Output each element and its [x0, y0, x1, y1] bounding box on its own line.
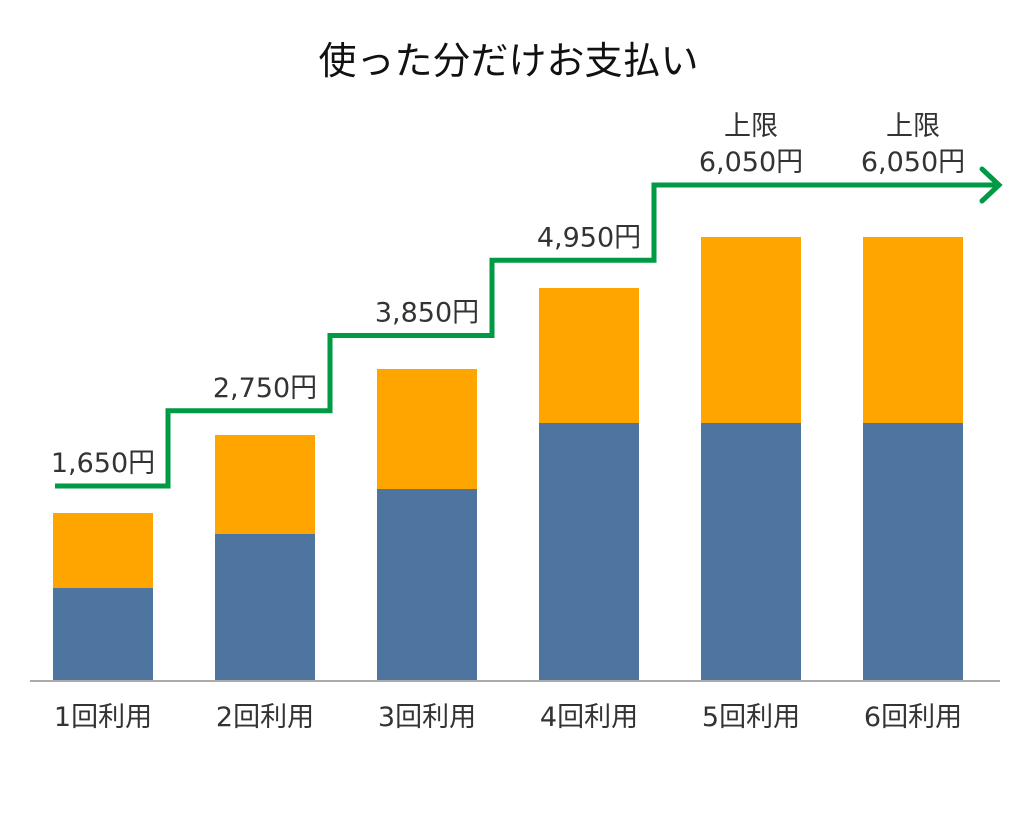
bar-segment-top: [53, 513, 153, 588]
bar-segment-top: [215, 435, 315, 534]
price-label: 3,850円: [375, 298, 479, 329]
price-label: 2,750円: [213, 373, 317, 404]
bar-segment-base: [863, 423, 963, 680]
bar-segment-base: [539, 423, 639, 680]
arrow-head-icon: [979, 166, 1003, 204]
cap-label: 上限: [886, 111, 940, 142]
x-tick-label: 4回利用: [540, 702, 638, 733]
x-tick-label: 2回利用: [216, 702, 314, 733]
cap-label: 上限: [724, 111, 778, 142]
bar-segment-base: [377, 489, 477, 680]
x-tick-label: 5回利用: [702, 702, 800, 733]
price-label: 4,950円: [537, 222, 641, 253]
price-label: 6,050円: [861, 147, 965, 178]
price-label: 6,050円: [699, 147, 803, 178]
x-tick-label: 6回利用: [864, 702, 962, 733]
bar-segment-base: [53, 588, 153, 680]
bar-segment-base: [215, 534, 315, 680]
x-tick-label: 3回利用: [378, 702, 476, 733]
bar-segment-base: [701, 423, 801, 680]
chart-title: 使った分だけお支払い: [318, 39, 699, 83]
price-label: 1,650円: [51, 448, 155, 479]
bar-segment-top: [377, 369, 477, 489]
bar-segment-top: [701, 237, 801, 423]
price-step-line: [55, 182, 1000, 489]
bar-segment-top: [863, 237, 963, 423]
bar-segment-top: [539, 288, 639, 423]
x-tick-label: 1回利用: [54, 702, 152, 733]
